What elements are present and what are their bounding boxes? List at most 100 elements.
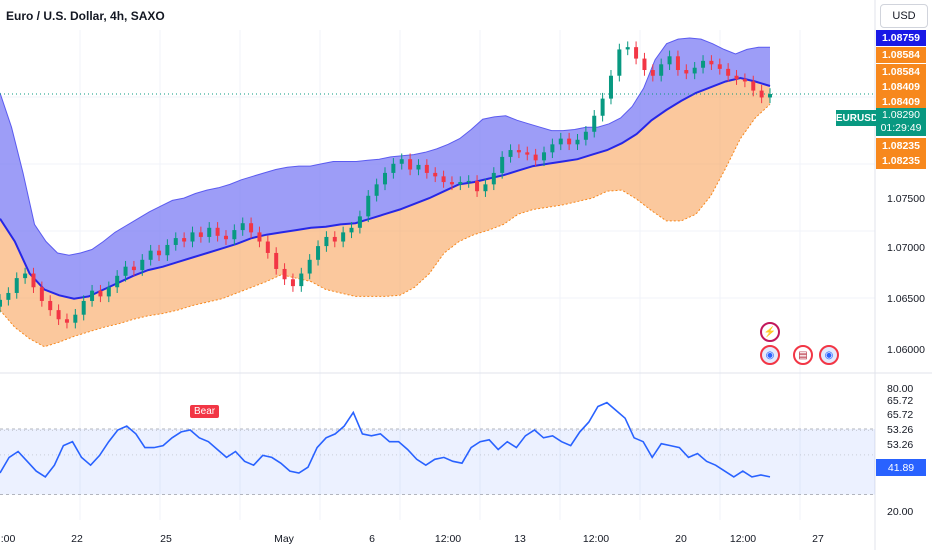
candle-body — [642, 58, 647, 71]
candle-body — [39, 287, 44, 301]
candle-body — [332, 236, 337, 242]
lower-band-line — [0, 103, 771, 348]
candle-body — [650, 70, 655, 76]
candle-body — [265, 241, 270, 253]
candle-body — [709, 60, 714, 65]
price-tag-3: 1.08409 — [876, 79, 926, 95]
rsi-value-tag: 41.89 — [876, 459, 926, 476]
candle-body — [307, 259, 312, 274]
candle-body — [567, 138, 572, 145]
candle-body — [81, 300, 86, 315]
candle-body — [675, 56, 680, 71]
candle-body — [500, 156, 505, 173]
candle-body — [14, 278, 19, 293]
symbol-price-label: EURUSD — [836, 110, 878, 126]
candle-body — [625, 47, 630, 50]
price-axis-label: 1.06000 — [887, 344, 925, 356]
time-axis-label: 12:00 — [730, 533, 756, 545]
candle-body — [240, 223, 245, 231]
rsi-axis-label: 65.72 — [887, 395, 914, 407]
candle-body — [299, 273, 304, 287]
candle-body — [759, 90, 764, 98]
candle-body — [483, 184, 488, 192]
lightning-icon[interactable]: ⚡ — [760, 322, 780, 342]
bar-countdown: 01:29:49 — [880, 122, 922, 134]
globe-icon[interactable]: ◉ — [819, 345, 839, 365]
candle-body — [324, 236, 329, 247]
candle-body — [533, 154, 538, 161]
price-tag-1: 1.08584 — [876, 47, 926, 63]
time-axis-label: 22 — [71, 533, 83, 545]
candle-body — [232, 230, 237, 240]
price-axis-label: 1.07500 — [887, 193, 925, 205]
candle-body — [106, 287, 111, 297]
candle-body — [190, 232, 195, 242]
candle-body — [207, 227, 212, 237]
candle-body — [726, 68, 731, 76]
us-flag-icon[interactable]: ▤ — [793, 345, 813, 365]
time-axis-label: 12:00 — [435, 533, 461, 545]
candle-body — [717, 64, 722, 69]
candle-body — [73, 314, 78, 323]
candle-body — [98, 290, 103, 297]
candle-body — [558, 138, 563, 145]
candle-body — [56, 310, 61, 320]
globe-icon[interactable]: ◉ — [760, 345, 780, 365]
time-axis-label: 20 — [675, 533, 687, 545]
candle-body — [449, 182, 454, 185]
price-tag-2: 1.08584 — [876, 64, 926, 80]
candle-body — [416, 164, 421, 170]
time-axis-label: 27 — [812, 533, 824, 545]
basis-line — [0, 76, 771, 300]
candle-body — [182, 238, 187, 242]
rsi-axis-label: 80.00 — [887, 383, 914, 395]
price-tag-lower-2: 1.08235 — [876, 153, 926, 169]
candle-body — [341, 232, 346, 242]
price-axis-label: 1.06500 — [887, 293, 925, 305]
upper-band-line — [0, 37, 770, 256]
candle-body — [692, 67, 697, 74]
candle-body — [575, 139, 580, 145]
symbol-title: Euro / U.S. Dollar, 4h, SAXO — [6, 9, 165, 23]
candle-body — [742, 79, 747, 82]
candle-body — [583, 131, 588, 140]
candle-body — [634, 47, 639, 59]
price-tag-upper-band: 1.08759 — [876, 30, 926, 46]
candle-body — [316, 246, 321, 260]
price-tag-lower-1: 1.08235 — [876, 138, 926, 154]
candle-body — [282, 268, 287, 280]
candle-body — [374, 184, 379, 196]
currency-selector[interactable]: USD — [880, 4, 928, 28]
rsi-axis-label: 53.26 — [887, 424, 914, 436]
rsi-axis-label: 65.72 — [887, 409, 914, 421]
candle-body — [366, 195, 371, 217]
rsi-band — [0, 428, 875, 495]
candle-body — [466, 180, 471, 183]
candle-body — [768, 94, 772, 98]
time-axis-label: 6 — [369, 533, 375, 545]
candle-body — [542, 152, 547, 161]
candle-body — [198, 232, 203, 237]
candle-body — [249, 223, 254, 233]
candle-body — [31, 273, 36, 288]
candle-body — [667, 56, 672, 65]
time-axis-label: 12:00 — [583, 533, 609, 545]
candle-body — [148, 250, 153, 260]
candle-body — [600, 98, 605, 116]
candle-body — [274, 252, 279, 269]
time-axis-label: 13 — [514, 533, 526, 545]
candle-body — [550, 144, 555, 153]
price-axis-label: 1.07000 — [887, 242, 925, 254]
candle-body — [659, 64, 664, 76]
candle-body — [131, 266, 136, 271]
lower-band-fill — [0, 78, 770, 347]
candle-body — [123, 266, 128, 276]
current-price: 1.08290 — [882, 109, 920, 121]
candle-body — [349, 227, 354, 233]
candle-body — [608, 75, 613, 99]
rsi-axis-label: 53.26 — [887, 439, 914, 451]
candle-body — [399, 159, 404, 164]
candle-body — [6, 292, 11, 300]
